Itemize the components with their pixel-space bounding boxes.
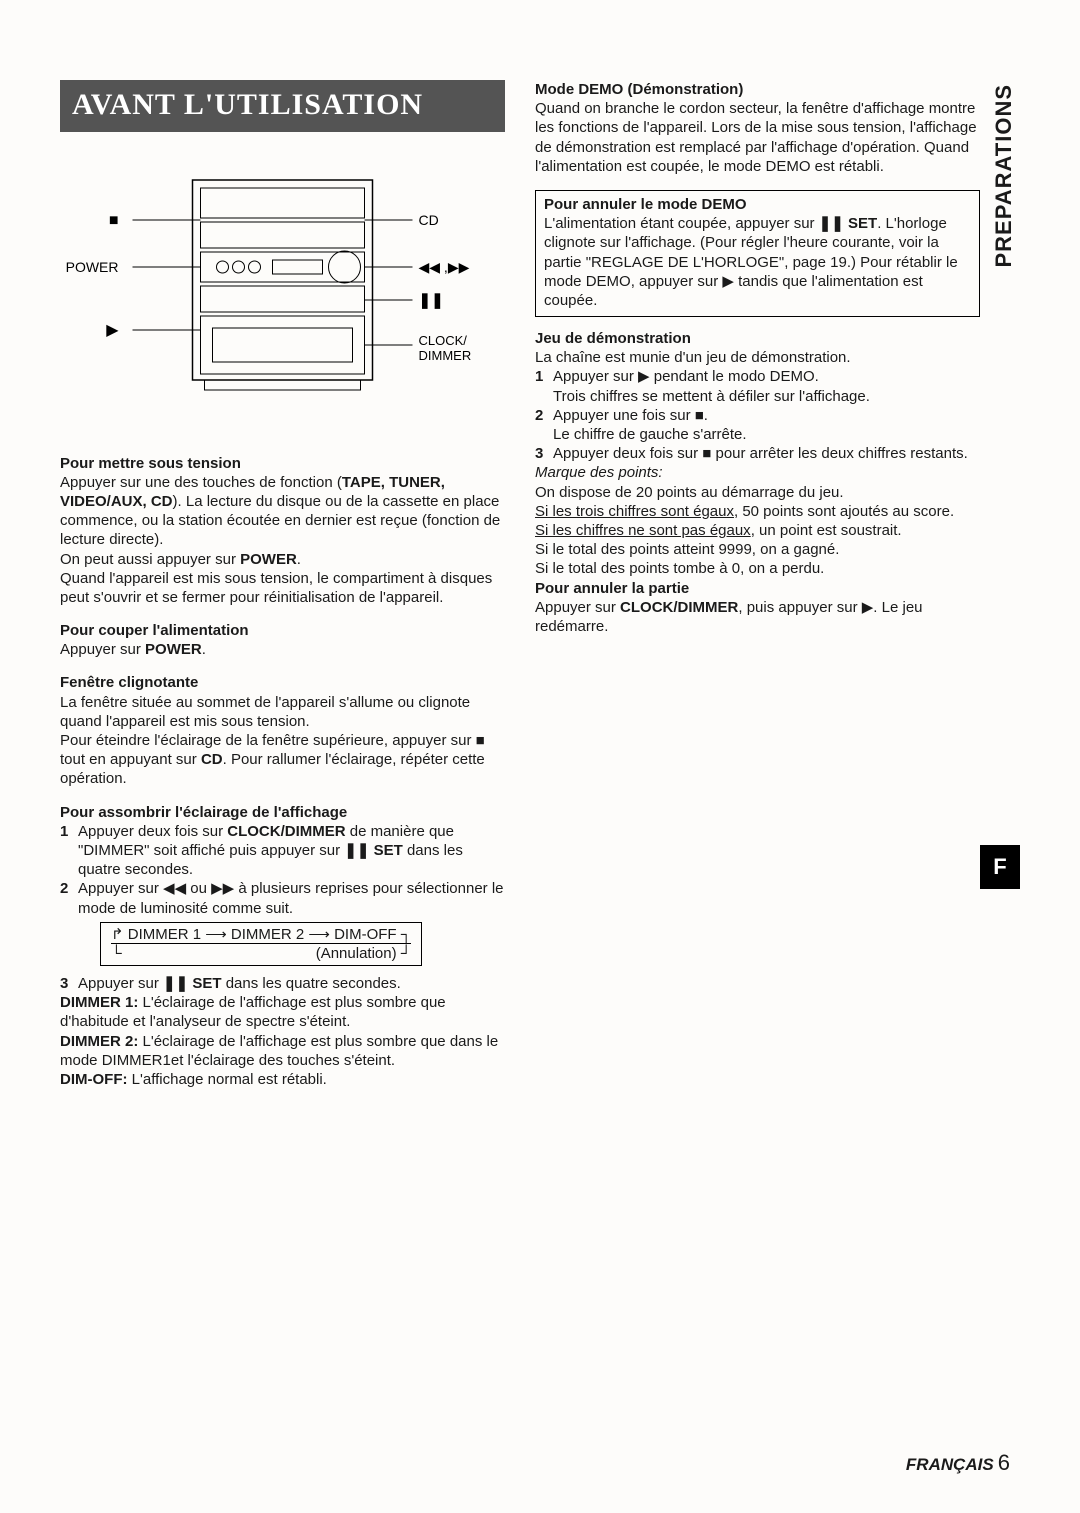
footer-page: 6 [998, 1450, 1010, 1475]
text: DIMMER 2: L'éclairage de l'affichage est… [60, 1032, 505, 1070]
title-banner: AVANT L'UTILISATION [60, 80, 505, 132]
text: DIMMER 1: L'éclairage de l'affichage est… [60, 993, 505, 1031]
diagram-label-play: ▶ [106, 322, 119, 339]
dimmer-steps-cont: 3Appuyer sur ❚❚ SET dans les quatre seco… [60, 974, 505, 993]
text: On peut aussi appuyer sur POWER. [60, 550, 505, 569]
language-tab-f: F [980, 845, 1020, 889]
list-item: Appuyer deux fois sur ■ pour arrêter les… [553, 444, 980, 463]
dimmer-steps: 1Appuyer deux fois sur CLOCK/DIMMER de m… [60, 822, 505, 918]
section-power-on: Pour mettre sous tension Appuyer sur une… [60, 454, 505, 608]
left-column: AVANT L'UTILISATION [60, 80, 505, 1103]
text: Appuyer sur CLOCK/DIMMER, puis appuyer s… [535, 598, 980, 636]
text: Appuyer sur POWER. [60, 640, 505, 659]
section-demo-game: Jeu de démonstration La chaîne est munie… [535, 329, 980, 636]
text: Si le total des points atteint 9999, on … [535, 540, 980, 559]
side-tab-preparations: PREPARATIONS [990, 84, 1018, 268]
heading-power-on: Pour mettre sous tension [60, 454, 505, 473]
page-columns: AVANT L'UTILISATION [60, 80, 1020, 1103]
diagram-label-power: POWER [66, 259, 119, 275]
diagram-label-cd: CD [419, 212, 439, 228]
heading-dimmer: Pour assombrir l'éclairage de l'affichag… [60, 803, 505, 822]
heading-cancel-game: Pour annuler la partie [535, 579, 980, 598]
section-power-off: Pour couper l'alimentation Appuyer sur P… [60, 621, 505, 659]
section-window: Fenêtre clignotante La fenêtre située au… [60, 673, 505, 788]
heading-demo-game: Jeu de démonstration [535, 329, 980, 348]
heading-power-off: Pour couper l'alimentation [60, 621, 505, 640]
box-cancel-demo: Pour annuler le mode DEMO L'alimentation… [535, 190, 980, 317]
diagram-label-clock1: CLOCK/ [419, 333, 468, 348]
text: Quand l'appareil est mis sous tension, l… [60, 569, 505, 607]
section-demo: Mode DEMO (Démonstration) Quand on branc… [535, 80, 980, 176]
heading-cancel-demo: Pour annuler le mode DEMO [544, 195, 971, 214]
text-marque: Marque des points: [535, 463, 980, 482]
dimmer-cycle-box: ↱ DIMMER 1 ⟶ DIMMER 2 ⟶ DIM-OFF ┐ └(Annu… [100, 922, 422, 966]
list-item: Appuyer sur ▶ pendant le modo DEMO.Trois… [553, 367, 980, 405]
list-item: Appuyer sur ❚❚ SET dans les quatre secon… [78, 974, 505, 993]
text: Appuyer sur une des touches de fonction … [60, 473, 505, 550]
diagram-label-clock2: DIMMER [419, 348, 472, 363]
text: DIM-OFF: L'affichage normal est rétabli. [60, 1070, 505, 1089]
text: Pour éteindre l'éclairage de la fenêtre … [60, 731, 505, 789]
text: La fenêtre située au sommet de l'apparei… [60, 693, 505, 731]
heading-window: Fenêtre clignotante [60, 673, 505, 692]
text: Quand on branche le cordon secteur, la f… [535, 99, 980, 176]
text: L'alimentation étant coupée, appuyer sur… [544, 214, 971, 310]
list-item: Appuyer deux fois sur CLOCK/DIMMER de ma… [78, 822, 505, 880]
list-item: Appuyer sur ◀◀ ou ▶▶ à plusieurs reprise… [78, 879, 505, 917]
list-item: Appuyer une fois sur ■.Le chiffre de gau… [553, 406, 980, 444]
diagram-label-stop: ■ [109, 212, 119, 229]
diagram-label-pause: ❚❚ [419, 292, 444, 309]
text: Si le total des points tombe à 0, on a p… [535, 559, 980, 578]
text: Si les trois chiffres sont égaux, 50 poi… [535, 502, 980, 521]
text: La chaîne est munie d'un jeu de démonstr… [535, 348, 980, 367]
page-footer: FRANÇAIS6 [906, 1449, 1010, 1477]
device-diagram: ■ POWER ▶ CD ◀◀ ,▶▶ ❚❚ CLOCK/ DIMMER [60, 160, 505, 420]
right-column: Mode DEMO (Démonstration) Quand on branc… [535, 80, 1020, 1103]
game-steps: 1Appuyer sur ▶ pendant le modo DEMO.Troi… [535, 367, 980, 463]
diagram-label-rewff: ◀◀ ,▶▶ [419, 259, 470, 275]
heading-demo: Mode DEMO (Démonstration) [535, 80, 980, 99]
footer-lang: FRANÇAIS [906, 1455, 994, 1474]
text: Si les chiffres ne sont pas égaux, un po… [535, 521, 980, 540]
section-dimmer: Pour assombrir l'éclairage de l'affichag… [60, 803, 505, 1090]
text: On dispose de 20 points au démarrage du … [535, 483, 980, 502]
